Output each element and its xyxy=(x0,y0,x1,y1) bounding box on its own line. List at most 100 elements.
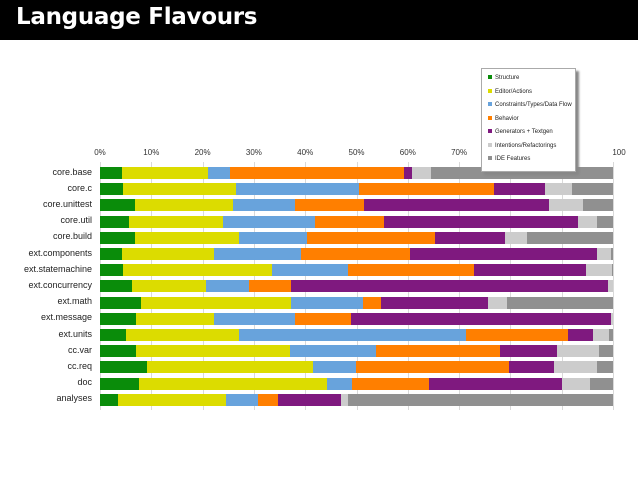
bar-segment xyxy=(362,296,381,309)
bar-segment xyxy=(294,199,365,212)
bar-segment xyxy=(384,215,579,228)
x-tick-label: 30% xyxy=(245,148,262,157)
bar-segment xyxy=(557,345,600,358)
bar-row xyxy=(100,264,613,277)
bar-row xyxy=(100,167,613,179)
bar-segment xyxy=(213,248,302,260)
bar-segment xyxy=(380,296,488,309)
bar-row xyxy=(100,329,613,341)
legend-item: Generators + Textgen xyxy=(488,129,553,135)
bar-row xyxy=(100,393,613,406)
y-category-label: core.build xyxy=(52,231,92,242)
bar-row xyxy=(100,280,613,293)
bar-segment xyxy=(355,361,509,374)
bar-segment xyxy=(375,345,501,358)
legend-label: IDE Features xyxy=(495,156,531,162)
x-tick-label: 100 xyxy=(612,148,626,157)
bar-segment xyxy=(341,393,348,406)
y-category-label: doc xyxy=(77,377,92,388)
bar-segment xyxy=(277,393,342,406)
bar-row xyxy=(100,231,613,244)
y-category-label: ext.math xyxy=(57,296,92,307)
bar-segment xyxy=(123,183,236,196)
bar-segment xyxy=(100,329,126,341)
bar-segment xyxy=(248,280,291,293)
bar-segment xyxy=(350,312,611,325)
bar-row xyxy=(100,215,613,228)
bar-segment xyxy=(134,231,239,244)
bar-segment xyxy=(404,167,412,179)
bar-segment xyxy=(100,361,148,374)
bar-segment xyxy=(493,183,545,196)
legend-item: IDE Features xyxy=(488,156,530,162)
bar-segment xyxy=(592,329,609,341)
legend-item: Structure xyxy=(488,75,519,81)
bar-segment xyxy=(290,296,363,309)
bar-segment xyxy=(135,345,290,358)
bar-segment xyxy=(135,312,214,325)
x-tick-label: 50% xyxy=(348,148,365,157)
bar-segment xyxy=(315,215,385,228)
bar-segment xyxy=(312,361,356,374)
bar-segment xyxy=(100,215,130,228)
bar-segment xyxy=(122,248,214,260)
y-category-label: core.util xyxy=(60,215,92,226)
bar-segment xyxy=(571,183,613,196)
bar-segment xyxy=(122,167,208,179)
y-category-label: core.c xyxy=(67,182,92,193)
bar-segment xyxy=(505,231,527,244)
page-title: Language Flavours xyxy=(16,4,258,30)
legend-swatch-icon xyxy=(488,75,492,80)
legend-swatch-icon xyxy=(488,142,492,147)
x-tick-label: 60% xyxy=(399,148,416,157)
bar-segment xyxy=(100,264,124,277)
bar-segment xyxy=(347,393,613,406)
bar-segment xyxy=(257,393,278,406)
bar-segment xyxy=(597,248,611,260)
bar-segment xyxy=(100,312,136,325)
y-category-label: ext.components xyxy=(28,247,92,258)
bar-segment xyxy=(487,296,507,309)
bar-segment xyxy=(100,345,136,358)
y-category-label: ext.units xyxy=(58,328,92,339)
legend-swatch-icon xyxy=(488,156,492,161)
bar-segment xyxy=(610,248,613,260)
bar-segment xyxy=(465,329,568,341)
legend-label: Generators + Textgen xyxy=(495,129,553,135)
x-tick-label: 70% xyxy=(451,148,468,157)
bar-segment xyxy=(351,377,429,390)
bar-segment xyxy=(567,329,593,341)
bar-segment xyxy=(294,312,351,325)
bar-segment xyxy=(123,264,272,277)
legend-label: Behavior xyxy=(495,115,519,122)
legend-item: Editor/Actions xyxy=(488,89,532,95)
bar-segment xyxy=(129,215,224,228)
legend-item: Intentions/Refactorings xyxy=(488,143,556,149)
title-bar: Language Flavours xyxy=(0,0,638,40)
y-category-label: ext.message xyxy=(40,312,92,323)
bar-segment xyxy=(100,280,132,293)
bar-segment xyxy=(347,264,475,277)
bar-segment xyxy=(117,393,226,406)
bar-segment xyxy=(597,215,613,228)
bar-segment xyxy=(409,248,598,260)
bar-segment xyxy=(141,296,291,309)
legend-swatch-icon xyxy=(488,115,492,120)
bar-segment xyxy=(583,199,613,212)
legend-label: Constraints/Types/Data Flow xyxy=(495,102,572,108)
bar-segment xyxy=(225,393,258,406)
bar-segment xyxy=(289,345,376,358)
bar-segment xyxy=(411,167,431,179)
bar-segment xyxy=(508,361,554,374)
bar-segment xyxy=(238,231,307,244)
x-tick-label: 10% xyxy=(143,148,160,157)
y-category-label: cc.req xyxy=(67,360,92,371)
bar-segment xyxy=(238,329,466,341)
legend-item: Behavior xyxy=(488,116,519,122)
legend-label: Intentions/Refactorings xyxy=(495,142,557,149)
bar-segment xyxy=(553,361,598,374)
bar-segment xyxy=(100,296,142,309)
bar-segment xyxy=(578,215,598,228)
bar-segment xyxy=(364,199,549,212)
bar-segment xyxy=(271,264,348,277)
